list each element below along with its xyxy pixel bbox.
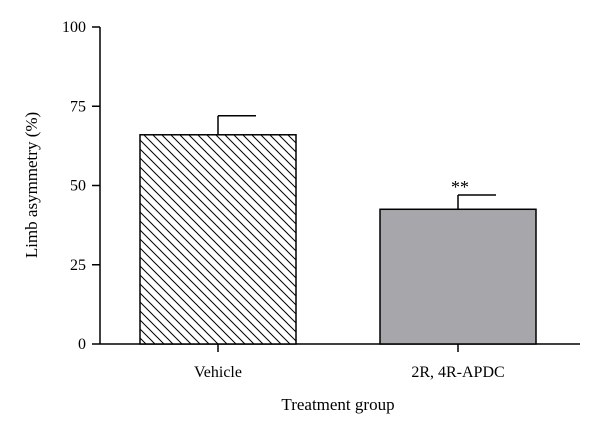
x-tick-label: 2R, 4R-APDC (411, 364, 504, 381)
bars (139, 134, 537, 345)
x-tick-label: Vehicle (194, 364, 242, 381)
y-axis-title: Limb asymmetry (%) (22, 112, 41, 258)
significance-annotation: ** (451, 177, 469, 197)
bar (139, 134, 297, 345)
y-tick-label: 50 (70, 178, 86, 195)
bar (379, 208, 537, 345)
error-bars (217, 115, 496, 210)
x-axis: Vehicle 2R, 4R-APDC (100, 343, 580, 381)
y-tick-label: 75 (70, 98, 86, 115)
y-ticks: 0 25 50 75 100 (62, 19, 100, 353)
x-ticks: Vehicle 2R, 4R-APDC (194, 344, 505, 381)
y-tick-label: 25 (70, 257, 86, 274)
y-tick-label: 100 (62, 19, 86, 36)
annotations: ** (451, 177, 469, 197)
y-axis: 0 25 50 75 100 (62, 19, 101, 353)
y-tick-label: 0 (78, 336, 86, 353)
x-axis-title: Treatment group (281, 395, 394, 414)
